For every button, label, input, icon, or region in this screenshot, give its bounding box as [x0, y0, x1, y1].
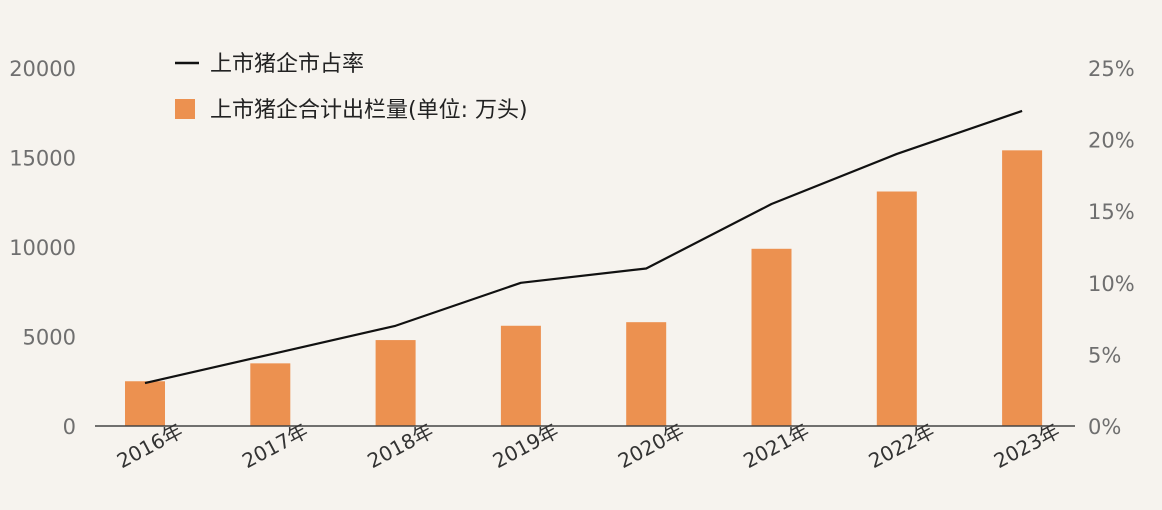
legend-label-total-output: 上市猪企合计出栏量(单位: 万头) [210, 98, 528, 123]
x-axis-tick-label: 2023年 [990, 419, 1064, 473]
legend-label-market-share: 上市猪企市占率 [210, 52, 364, 77]
x-axis-tick-label: 2016年 [113, 419, 187, 473]
x-axis-tick-label: 2020年 [614, 419, 688, 473]
right-axis-tick-label: 5% [1088, 343, 1121, 367]
x-axis-tick-label: 2019年 [489, 419, 563, 473]
left-axis-tick-label: 15000 [9, 147, 76, 171]
bar-2017 [250, 363, 291, 426]
x-axis-tick-label: 2018年 [363, 419, 437, 473]
right-axis-tick-label: 20% [1088, 129, 1135, 153]
bar-2016 [125, 381, 165, 426]
right-axis-tick-label: 25% [1088, 57, 1135, 81]
left-axis-tick-label: 5000 [23, 326, 76, 350]
x-axis-ticks: 2016年 2017年 2018年 2019年 2020年 2021年 2022年 2023年 [113, 419, 1064, 473]
x-axis-tick-label: 2022年 [865, 419, 939, 473]
bar-2023 [1002, 150, 1043, 426]
bar-series [125, 150, 1043, 426]
bar-2019 [500, 325, 541, 426]
right-axis-tick-label: 15% [1088, 200, 1135, 224]
bar-2022 [876, 191, 917, 426]
bar-2020 [626, 322, 667, 426]
market-share-line [144, 109, 1023, 385]
bar-2018 [375, 340, 416, 426]
x-axis-tick-label: 2021年 [739, 419, 813, 473]
right-axis-tick-label: 10% [1088, 272, 1135, 296]
right-axis: 0% 5% 10% 15% 20% 25% [1088, 57, 1135, 439]
left-axis-tick-label: 10000 [9, 236, 76, 260]
left-axis-tick-label: 20000 [9, 57, 76, 81]
legend-bar-swatch [175, 99, 195, 119]
legend: 上市猪企市占率 上市猪企合计出栏量(单位: 万头) [175, 52, 528, 123]
right-axis-tick-label: 0% [1088, 415, 1121, 439]
x-axis-tick-label: 2017年 [238, 419, 312, 473]
left-axis-tick-label: 0 [63, 415, 76, 439]
bar-2021 [751, 248, 792, 426]
left-axis: 0 5000 10000 15000 20000 [9, 57, 76, 439]
